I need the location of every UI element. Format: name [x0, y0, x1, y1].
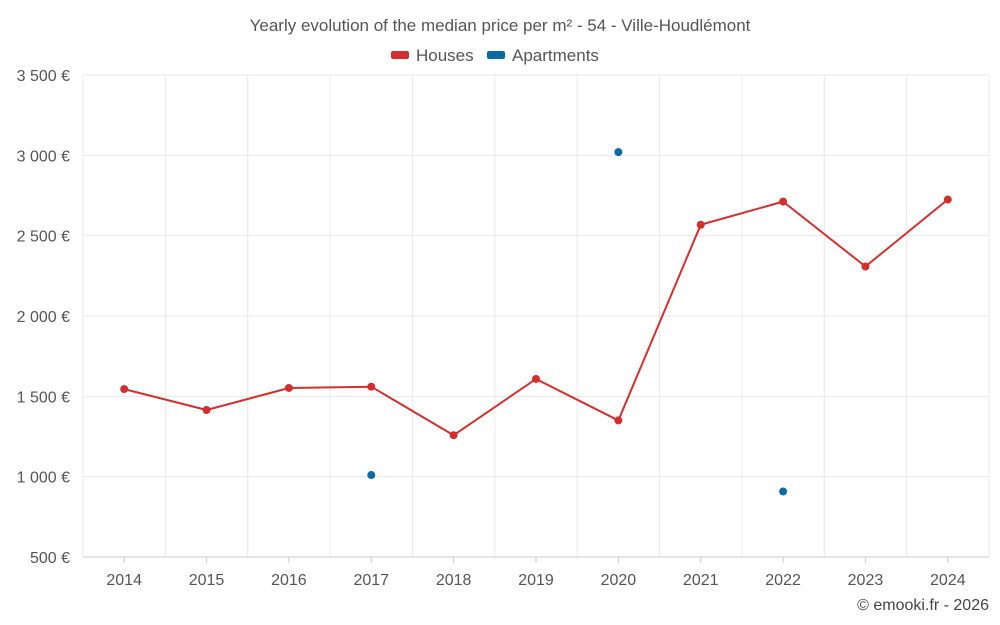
- x-tick-label: 2024: [930, 572, 966, 589]
- credit-text: © emooki.fr - 2026: [857, 597, 989, 614]
- houses-point[interactable]: [696, 220, 705, 229]
- x-tick-label: 2019: [518, 572, 554, 589]
- legend-swatch-houses: [391, 51, 409, 59]
- apartments-point[interactable]: [614, 148, 623, 157]
- grid: [82, 74, 990, 557]
- y-tick-label: 3 000 €: [17, 148, 70, 165]
- legend: Houses Apartments: [391, 46, 599, 65]
- chart-title: Yearly evolution of the median price per…: [250, 16, 751, 35]
- houses-point[interactable]: [449, 431, 458, 440]
- legend-item-houses[interactable]: Houses: [391, 46, 474, 65]
- y-tick-label: 2 500 €: [17, 229, 70, 246]
- x-tick-label: 2014: [106, 572, 142, 589]
- houses-point[interactable]: [284, 383, 293, 392]
- y-tick-label: 2 000 €: [17, 309, 70, 326]
- x-tick-label: 2017: [353, 572, 389, 589]
- legend-label-apartments: Apartments: [512, 46, 599, 65]
- x-tick-label: 2021: [683, 572, 719, 589]
- x-tick-label: 2022: [765, 572, 801, 589]
- x-tick-label: 2023: [848, 572, 884, 589]
- houses-point[interactable]: [779, 197, 788, 206]
- houses-point[interactable]: [202, 405, 211, 414]
- legend-label-houses: Houses: [416, 46, 474, 65]
- y-tick-label: 500 €: [30, 550, 70, 567]
- x-axis: 2014 2015 2016 2017 2018 2019 2020 2021 2022 2023…: [83, 556, 989, 589]
- plot-series: [120, 148, 952, 496]
- houses-point[interactable]: [614, 416, 623, 425]
- legend-item-apartments[interactable]: Apartments: [487, 46, 599, 65]
- y-axis: 500 € 1 000 € 1 500 € 2 000 € 2 500 € 3 000 €…: [17, 68, 70, 567]
- y-tick-label: 3 500 €: [17, 68, 70, 85]
- apartments-point[interactable]: [367, 471, 376, 480]
- y-tick-label: 1 000 €: [17, 470, 70, 487]
- apartments-point[interactable]: [779, 487, 788, 496]
- houses-point[interactable]: [943, 195, 952, 204]
- houses-point[interactable]: [861, 262, 870, 271]
- houses-point[interactable]: [532, 374, 540, 383]
- x-tick-label: 2018: [436, 572, 472, 589]
- x-tick-label: 2016: [271, 572, 307, 589]
- legend-swatch-apartments: [487, 51, 505, 59]
- x-tick-label: 2020: [601, 572, 637, 589]
- houses-point[interactable]: [367, 382, 376, 391]
- x-tick-label: 2015: [189, 572, 225, 589]
- houses-point[interactable]: [120, 385, 129, 394]
- y-tick-label: 1 500 €: [17, 389, 70, 406]
